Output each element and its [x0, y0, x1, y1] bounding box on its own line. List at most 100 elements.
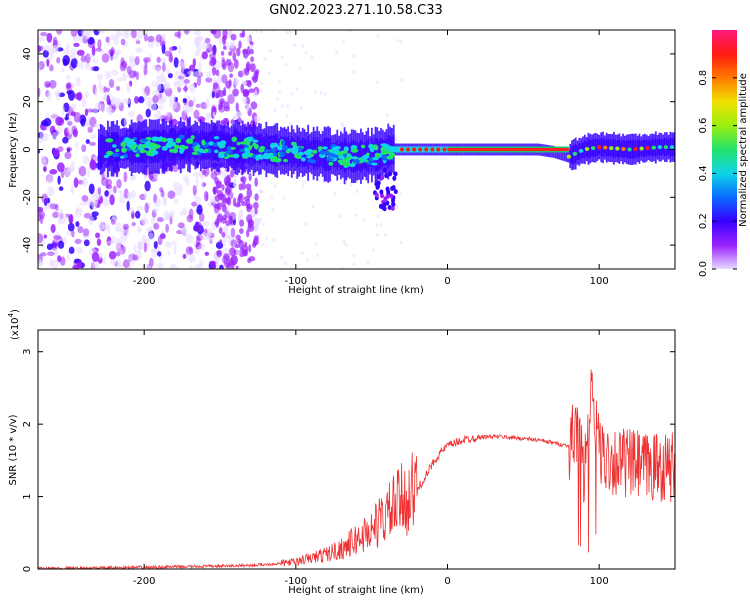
noise-speckle [61, 67, 65, 73]
noise-speckle [221, 59, 226, 69]
noise-speckle [271, 207, 275, 212]
noise-speckle [229, 41, 235, 49]
ridge-core [643, 139, 646, 157]
noise-speckle [115, 251, 121, 257]
ridge-tail [382, 206, 387, 212]
ridge-tail [389, 193, 394, 199]
noise-speckle [51, 241, 58, 251]
noise-speckle [290, 92, 294, 97]
noise-speckle [245, 103, 250, 112]
noise-speckle [237, 70, 244, 78]
noise-speckle [212, 186, 219, 194]
noise-speckle [286, 104, 290, 109]
ridge-blob [136, 149, 142, 154]
noise-speckle [238, 183, 243, 191]
ridge-blob [179, 148, 185, 154]
noise-speckle [145, 108, 151, 118]
noise-speckle [81, 144, 87, 153]
noise-speckle [56, 57, 61, 64]
noise-speckle [298, 66, 302, 71]
noise-speckle [219, 264, 224, 269]
ridge-blob [161, 145, 168, 151]
noise-speckle [214, 177, 219, 185]
noise-speckle [138, 96, 145, 104]
snr-xlabel: Height of straight line (km) [288, 585, 424, 596]
noise-speckle [123, 117, 127, 127]
ridge-blob [325, 157, 334, 162]
noise-speckle [223, 101, 230, 109]
ridge-band [562, 148, 564, 161]
noise-speckle [40, 32, 48, 37]
noise-speckle [168, 46, 175, 52]
noise-speckle [76, 49, 85, 56]
noise-speckle [137, 30, 145, 39]
noise-speckle [155, 198, 161, 208]
noise-speckle [53, 148, 60, 157]
noise-speckle [376, 34, 380, 39]
noise-speckle [226, 234, 233, 240]
noise-speckle [196, 75, 202, 87]
noise-speckle [302, 179, 306, 184]
noise-speckle [176, 78, 185, 87]
noise-speckle [253, 235, 259, 241]
ridge-core [318, 140, 320, 168]
noise-speckle [44, 44, 51, 52]
noise-speckle [70, 103, 77, 110]
ridge-blob [322, 146, 328, 150]
noise-speckle [225, 80, 232, 89]
noise-speckle [201, 51, 208, 60]
noise-speckle [70, 185, 75, 195]
noise-speckle [227, 215, 233, 221]
ridge-blob [226, 146, 232, 151]
ridge-blob [169, 148, 175, 153]
noise-speckle [130, 30, 137, 39]
noise-speckle [88, 215, 94, 226]
noise-speckle [91, 211, 99, 217]
ridge-core [372, 142, 375, 168]
colorbar-tick-label: 0.8 [698, 70, 709, 86]
ridge-core [625, 140, 628, 159]
noise-speckle [47, 186, 55, 197]
noise-speckle [75, 221, 80, 228]
ridge-blob [352, 159, 361, 164]
noise-speckle [249, 48, 254, 55]
noise-speckle [188, 83, 196, 93]
noise-speckle [254, 115, 259, 123]
noise-speckle [222, 214, 228, 221]
noise-speckle [243, 195, 250, 202]
y-tick-label: 40 [22, 48, 33, 61]
ridge-blob [165, 142, 173, 149]
spectrogram-ylabel: Frequency (Hz) [8, 112, 19, 188]
ridge-blob [255, 155, 260, 161]
noise-speckle [249, 63, 256, 73]
noise-speckle [299, 106, 303, 111]
ridge-core [283, 136, 286, 166]
noise-speckle [71, 229, 75, 238]
noise-speckle [254, 218, 258, 223]
noise-speckle [234, 202, 241, 208]
ridge-tail [392, 175, 397, 181]
noise-speckle [221, 204, 227, 213]
noise-speckle [207, 228, 213, 237]
noise-speckle [137, 225, 142, 233]
spectrogram-xlabel: Height of straight line (km) [288, 285, 424, 296]
noise-speckle [288, 30, 292, 34]
noise-speckle [192, 185, 197, 196]
noise-speckle [70, 30, 78, 37]
noise-speckle [200, 180, 205, 191]
noise-speckle [179, 211, 188, 216]
ridge-blob [191, 141, 200, 146]
ridge-blob [225, 150, 233, 154]
ridge-core [208, 132, 211, 159]
noise-speckle [194, 221, 203, 233]
noise-speckle [119, 228, 126, 235]
noise-speckle [60, 256, 66, 267]
noise-speckle [348, 182, 352, 187]
noise-speckle [74, 238, 82, 245]
noise-speckle [38, 233, 44, 244]
noise-speckle [69, 48, 77, 60]
noise-speckle [173, 245, 177, 256]
ridge-tail [390, 205, 395, 211]
noise-speckle [74, 140, 79, 149]
noise-speckle [225, 58, 232, 67]
